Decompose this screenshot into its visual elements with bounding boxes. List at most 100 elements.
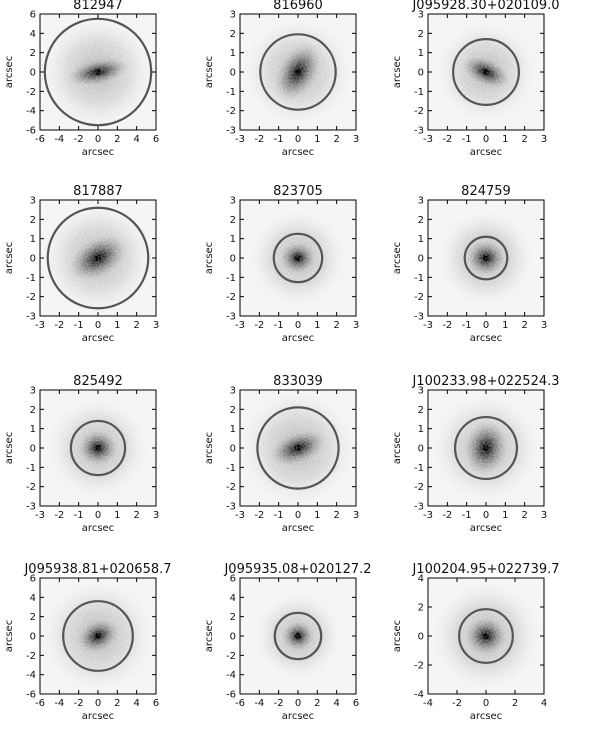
galaxy-image [240,200,356,316]
panel-title: 816960 [273,0,323,13]
galaxy-panel: 823705 -3-3 -2 -2 -1 -1 0 0 1 1 2 2 3 3 arcsec arcsec [204,184,359,344]
image-noise [240,200,356,316]
x-tick-label: 3 [153,510,159,521]
y-tick-label: 3 [230,196,236,207]
x-tick-label: 3 [353,320,359,331]
y-tick-label: 4 [418,574,424,585]
y-axis-label: arcsec [4,620,15,652]
y-tick-label: 0 [230,444,236,455]
y-tick-label: -2 [414,661,424,672]
y-tick-label: -3 [226,502,236,513]
x-tick-label: 3 [353,510,359,521]
y-tick-label: -6 [26,690,36,701]
x-tick-label: -4 [254,698,264,709]
galaxy-panel: 816960 -3-3 -2 -2 -1 -1 0 0 1 1 2 2 3 3 arcsec arcsec [204,0,359,158]
y-tick-label: -2 [26,651,36,662]
x-tick-label: -1 [462,134,472,145]
y-tick-label: 1 [418,48,424,59]
y-tick-label: 2 [418,215,424,226]
galaxy-image [240,390,356,506]
y-tick-label: -2 [414,482,424,493]
panel-title: J095928.30+020109.0 [411,0,559,13]
x-tick-label: 0 [295,510,301,521]
x-tick-label: -6 [35,134,45,145]
y-tick-label: -1 [414,463,424,474]
x-tick-label: -1 [462,320,472,331]
y-tick-label: 1 [30,234,36,245]
x-axis-label: arcsec [82,711,114,722]
x-tick-label: -1 [74,320,84,331]
x-tick-label: -2 [54,320,64,331]
y-tick-label: 2 [30,612,36,623]
y-tick-label: -6 [226,690,236,701]
image-noise [40,578,156,694]
panel-title: 817887 [73,184,123,199]
image-noise [40,390,156,506]
y-tick-label: -3 [26,312,36,323]
x-tick-label: 4 [333,698,339,709]
y-tick-label: 0 [418,444,424,455]
x-tick-label: 6 [353,698,359,709]
x-tick-label: 1 [314,510,320,521]
x-tick-label: -2 [442,134,452,145]
x-axis-label: arcsec [282,333,314,344]
aperture-circle [256,406,340,490]
x-tick-label: 6 [153,698,159,709]
y-tick-label: -3 [226,312,236,323]
aperture-circle [69,419,127,477]
x-tick-label: 3 [541,510,547,521]
y-tick-label: 1 [230,424,236,435]
x-tick-label: -3 [235,134,245,145]
galaxy-panel: J100204.95+022739.7 -4-4 -2 -2 0 0 2 2 4 4 arcsec a… [392,562,560,722]
y-tick-label: 2 [230,405,236,416]
x-tick-label: -3 [423,134,433,145]
y-tick-label: -3 [414,126,424,137]
image-noise [240,390,356,506]
x-tick-label: 4 [133,134,139,145]
x-tick-label: -4 [54,134,64,145]
y-tick-label: -1 [414,273,424,284]
x-tick-label: 1 [502,510,508,521]
x-tick-label: 0 [95,698,101,709]
y-tick-label: -2 [26,482,36,493]
y-tick-label: 3 [418,10,424,21]
y-tick-label: 2 [230,29,236,40]
y-axis-label: arcsec [392,432,403,464]
x-tick-label: 2 [521,320,527,331]
y-axis-label: arcsec [392,242,403,274]
x-tick-label: -2 [442,510,452,521]
y-tick-label: -2 [226,106,236,117]
x-tick-label: -1 [274,134,284,145]
panel-title: 823705 [273,184,323,199]
y-tick-label: 2 [418,29,424,40]
y-axis-label: arcsec [4,432,15,464]
y-tick-label: 0 [230,632,236,643]
x-tick-label: -2 [254,320,264,331]
galaxy-image [40,578,156,694]
x-tick-label: 2 [333,320,339,331]
x-tick-label: 0 [483,698,489,709]
galaxy-image [428,200,544,316]
x-tick-label: 1 [314,134,320,145]
galaxy-image [40,390,156,506]
y-axis-label: arcsec [4,242,15,274]
x-axis-label: arcsec [470,523,502,534]
panel-title: J095938.81+020658.7 [23,562,171,577]
aperture-circle [453,415,519,481]
y-tick-label: 1 [230,234,236,245]
galaxy-image [240,14,356,130]
y-axis-label: arcsec [204,56,215,88]
image-noise [428,200,544,316]
x-axis-label: arcsec [282,147,314,158]
y-tick-label: 3 [230,386,236,397]
y-tick-label: 2 [418,603,424,614]
x-tick-label: 2 [333,510,339,521]
x-tick-label: 4 [541,698,547,709]
panel-title: 824759 [461,184,511,199]
galaxy-image [40,200,156,316]
x-axis-label: arcsec [470,333,502,344]
x-tick-label: 4 [133,698,139,709]
y-tick-label: -4 [26,670,36,681]
panel-title: 812947 [73,0,123,13]
image-noise [428,14,544,130]
